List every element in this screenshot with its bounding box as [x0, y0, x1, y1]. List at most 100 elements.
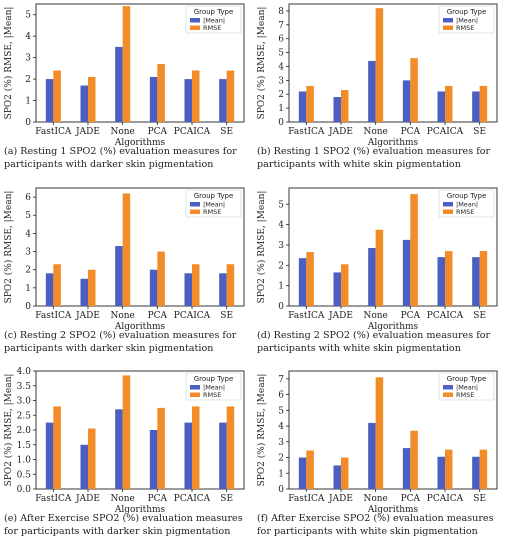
caption-f: (f) After Exercise SPO2 (%) evaluation m… — [253, 513, 505, 549]
legend-label-mean: |Mean| — [456, 384, 478, 392]
bar-rmse — [445, 85, 453, 122]
bar-rmse — [157, 407, 165, 489]
bar-mean — [472, 91, 480, 122]
y-axis-title: SPO2 (%) RMSE, |Mean| — [256, 7, 267, 120]
chart-panel-c: 0 1 2 3 4 5 6 FastICA JADE None PCA PCAICA SE Algorit… — [0, 184, 252, 367]
legend-swatch-mean — [190, 385, 200, 390]
bar-mean — [402, 448, 411, 489]
y-tick-label: 6 — [25, 193, 31, 203]
y-tick-label: 4 — [25, 32, 31, 42]
x-tick-label: PCAICA — [174, 494, 211, 504]
bar-mean — [219, 79, 227, 122]
legend-swatch-mean — [443, 18, 453, 23]
y-tick-label: 0 — [25, 118, 31, 128]
x-tick-label: FastICA — [35, 494, 72, 504]
x-tick-label: SE — [473, 311, 486, 321]
bar-mean — [184, 79, 192, 122]
x-axis-title: Algorithms — [114, 505, 166, 515]
bar-mean — [45, 422, 54, 489]
y-tick-label: 5 — [278, 200, 284, 210]
legend-title: Group Type — [447, 375, 487, 383]
bar-rmse — [375, 229, 384, 306]
legend-swatch-mean — [443, 385, 453, 390]
y-tick-label: 6 — [278, 35, 284, 45]
bar-mean — [80, 85, 88, 122]
bar-mean — [472, 456, 480, 489]
y-tick-label: 1.0 — [17, 456, 32, 466]
y-tick-label: 3 — [25, 248, 31, 258]
y-axis-title: SPO2 (%) RMSE, |Mean| — [3, 374, 14, 487]
plot-frame — [35, 3, 245, 123]
bar-rmse — [341, 264, 349, 306]
caption-d-line1: (d) Resting 2 SPO2 (%) evaluation measur… — [257, 330, 491, 341]
chart-panel-f: 0 1 2 3 4 5 6 7 FastICA JADE None PCA PCAICA SE Algori… — [253, 367, 505, 550]
y-tick-label: 0.5 — [17, 470, 32, 480]
bar-rmse — [375, 8, 384, 123]
chart-e: 0.0 0.5 1.0 1.5 2.0 2.5 3.0 3.5 4.0 FastICA JADE No… — [3, 367, 245, 515]
bar-mean — [402, 239, 411, 306]
legend-title: Group Type — [447, 8, 487, 16]
bar-rmse — [122, 375, 131, 489]
x-tick-label: PCA — [148, 494, 168, 504]
x-tick-label: JADE — [75, 127, 100, 137]
bar-rmse — [479, 85, 488, 122]
bar-mean — [115, 409, 123, 489]
bar-rmse — [226, 264, 235, 306]
bar-mean — [149, 430, 158, 489]
x-axis-title: Algorithms — [367, 322, 419, 332]
legend-label-mean: |Mean| — [456, 17, 478, 25]
y-tick-label: 5 — [278, 406, 284, 416]
x-tick-label: None — [110, 494, 134, 504]
y-tick-label: 1 — [278, 469, 284, 479]
legend-label-mean: |Mean| — [203, 17, 225, 25]
y-tick-label: 0 — [278, 302, 284, 312]
caption-f-line1: (f) After Exercise SPO2 (%) evaluation m… — [257, 513, 494, 524]
bar-rmse — [306, 252, 314, 306]
bar-mean — [368, 422, 376, 489]
bar-mean — [472, 257, 480, 306]
bar-mean — [184, 422, 192, 489]
y-tick-label: 1 — [25, 97, 31, 107]
y-tick-label: 0 — [278, 485, 284, 495]
bar-mean — [219, 273, 227, 306]
plot-frame — [288, 3, 498, 123]
caption-a: (a) Resting 1 SPO2 (%) evaluation measur… — [0, 146, 252, 182]
legend-title: Group Type — [194, 192, 234, 200]
chart-b: 0 1 2 3 4 5 6 7 8 FastICA JADE None PCA PCAICA SE Algor… — [256, 3, 498, 148]
caption-f-line2: for participants with white skin pigment… — [257, 525, 478, 537]
y-tick-label: 2 — [278, 454, 284, 464]
bar-mean — [149, 76, 158, 122]
legend-swatch-rmse — [190, 209, 200, 214]
y-tick-label: 5 — [278, 49, 284, 59]
bar-mean — [333, 97, 341, 122]
y-tick-label: 5 — [25, 11, 31, 21]
legend-label-rmse: RMSE — [203, 208, 221, 216]
bar-rmse — [341, 90, 349, 122]
y-tick-label: 3 — [278, 241, 284, 251]
x-tick-label: FastICA — [35, 311, 72, 321]
y-tick-label: 2 — [278, 261, 284, 271]
x-tick-label: None — [110, 127, 134, 137]
y-tick-label: 1.5 — [17, 441, 32, 451]
bar-rmse — [375, 377, 384, 489]
bar-mean — [115, 46, 123, 123]
caption-a-line1: (a) Resting 1 SPO2 (%) evaluation measur… — [4, 146, 237, 157]
legend-swatch-rmse — [190, 25, 200, 30]
legend-label-mean: |Mean| — [203, 384, 225, 392]
caption-c-line1: (c) Resting 2 SPO2 (%) evaluation measur… — [4, 330, 237, 341]
bar-rmse — [479, 251, 488, 306]
legend-swatch-rmse — [443, 209, 453, 214]
legend-title: Group Type — [447, 192, 487, 200]
x-tick-label: JADE — [75, 311, 100, 321]
y-tick-label: 0 — [278, 118, 284, 128]
y-tick-label: 1 — [278, 104, 284, 114]
bar-rmse — [306, 85, 314, 122]
bar-rmse — [192, 264, 200, 306]
legend-title: Group Type — [194, 8, 234, 16]
bar-rmse — [192, 70, 200, 122]
bar-mean — [333, 272, 341, 306]
x-axis-title: Algorithms — [114, 138, 166, 148]
bar-rmse — [53, 264, 61, 306]
legend-label-rmse: RMSE — [456, 391, 474, 399]
legend-label-rmse: RMSE — [203, 391, 221, 399]
